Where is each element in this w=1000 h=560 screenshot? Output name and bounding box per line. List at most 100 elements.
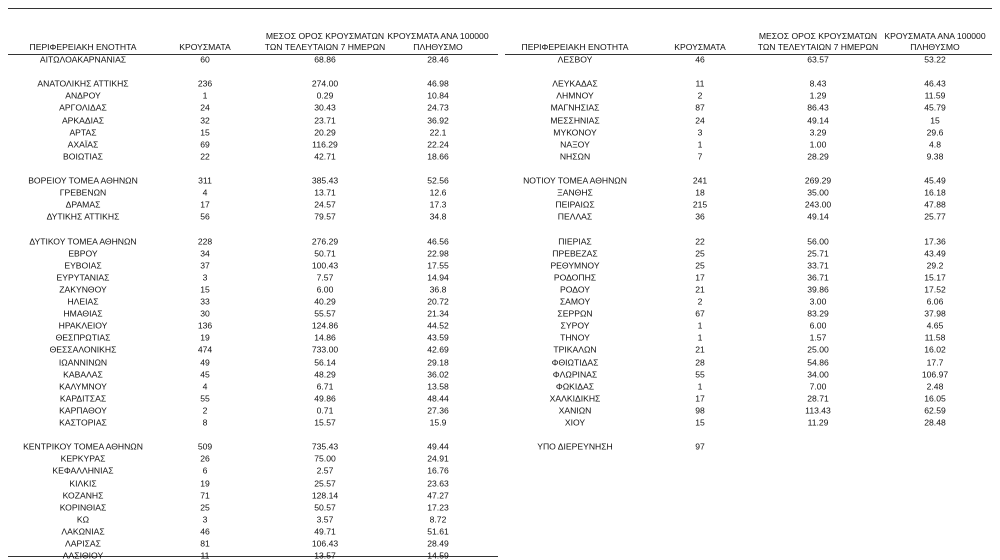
cases: 17 bbox=[695, 272, 705, 283]
region-name: ΑΧΑΪΑΣ bbox=[67, 139, 99, 150]
weekly-average: 33.71 bbox=[807, 260, 829, 271]
cases-per-100k: 6.06 bbox=[926, 296, 944, 307]
cases-per-100k: 15.9 bbox=[429, 417, 447, 428]
cases-per-100k: 49.44 bbox=[427, 441, 449, 452]
cases: 55 bbox=[200, 393, 210, 404]
region-name: ΓΡΕΒΕΝΩΝ bbox=[59, 187, 107, 198]
region-name: ΜΥΚΟΝΟΥ bbox=[553, 127, 597, 138]
region-name: ΣΑΜΟΥ bbox=[559, 296, 591, 307]
weekly-average: 124.86 bbox=[311, 320, 339, 331]
region-name: ΞΑΝΘΗΣ bbox=[557, 187, 593, 198]
cases: 36 bbox=[695, 211, 705, 222]
top-rule bbox=[8, 8, 992, 9]
weekly-average: 116.29 bbox=[312, 139, 338, 150]
region-name: ΘΕΣΠΡΩΤΙΑΣ bbox=[55, 332, 111, 343]
cases-per-100k: 43.49 bbox=[924, 248, 946, 259]
region-name: ΛΑΡΙΣΑΣ bbox=[65, 538, 101, 549]
cases-per-100k: 29.2 bbox=[926, 260, 944, 271]
region-name: ΚΑΣΤΟΡΙΑΣ bbox=[59, 417, 107, 428]
region-name: ΚΑΒΑΛΑΣ bbox=[63, 369, 103, 380]
cases: 60 bbox=[200, 54, 210, 65]
weekly-average: 106.43 bbox=[311, 538, 339, 549]
column-header: ΜΕΣΟΣ ΟΡΟΣ ΚΡΟΥΣΜΑΤΩΝ ΤΩΝ ΤΕΛΕΥΤΑΙΩΝ 7 Η… bbox=[757, 31, 879, 52]
region-name: ΦΘΙΩΤΙΔΑΣ bbox=[551, 357, 599, 367]
cases-per-100k: 22.1 bbox=[429, 127, 447, 138]
bottom-rule bbox=[8, 556, 498, 557]
cases-per-100k: 17.55 bbox=[427, 260, 449, 271]
weekly-average: 63.57 bbox=[807, 54, 829, 65]
region-name: ΑΝΑΤΟΛΙΚΗΣ ΑΤΤΙΚΗΣ bbox=[37, 78, 129, 89]
cases: 241 bbox=[692, 175, 708, 186]
weekly-average: 1.29 bbox=[809, 90, 827, 101]
region-name: ΠΙΕΡΙΑΣ bbox=[558, 236, 592, 246]
cases: 509 bbox=[197, 441, 213, 452]
cases: 67 bbox=[695, 308, 705, 319]
cases-per-100k: 27.36 bbox=[427, 405, 449, 416]
region-name: ΛΑΚΩΝΙΑΣ bbox=[61, 526, 105, 537]
weekly-average: 48.29 bbox=[314, 369, 336, 380]
cases-per-100k: 17.52 bbox=[924, 284, 946, 295]
weekly-average: 20.29 bbox=[314, 127, 336, 138]
cases-per-100k: 37.98 bbox=[924, 308, 946, 319]
region-name: ΥΠΟ ΔΙΕΡΕΥΝΗΣΗ bbox=[537, 441, 613, 452]
cases: 45 bbox=[200, 369, 210, 380]
column-header: ΠΕΡΙΦΕΡΕΙΑΚΗ ΕΝΟΤΗΤΑ bbox=[29, 42, 137, 52]
header-rule bbox=[8, 54, 498, 55]
weekly-average: 35.00 bbox=[807, 187, 829, 198]
cases: 28 bbox=[695, 357, 705, 367]
region-name: ΗΛΕΙΑΣ bbox=[67, 296, 99, 307]
cases: 6 bbox=[202, 465, 208, 476]
cases: 21 bbox=[695, 344, 705, 355]
cases-per-100k: 43.59 bbox=[427, 332, 449, 343]
cases: 3 bbox=[202, 514, 208, 525]
cases-per-100k: 16.76 bbox=[427, 465, 449, 476]
cases: 46 bbox=[200, 526, 210, 537]
cases: 37 bbox=[200, 260, 210, 271]
region-name: ΚΑΛΥΜΝΟΥ bbox=[59, 381, 107, 392]
cases-per-100k: 53.22 bbox=[924, 54, 946, 65]
cases-per-100k: 4.8 bbox=[929, 139, 941, 150]
cases: 11 bbox=[200, 550, 210, 560]
cases: 11 bbox=[695, 78, 705, 89]
region-name: ΒΟΙΩΤΙΑΣ bbox=[63, 151, 103, 162]
cases-per-100k: 52.56 bbox=[427, 175, 449, 186]
region-name: ΛΕΣΒΟΥ bbox=[557, 54, 593, 65]
weekly-average: 24.57 bbox=[314, 199, 336, 210]
weekly-average: 113.43 bbox=[805, 405, 831, 416]
region-name: ΚΟΡΙΝΘΙΑΣ bbox=[59, 502, 107, 513]
weekly-average: 79.57 bbox=[314, 211, 336, 222]
cases: 21 bbox=[695, 284, 705, 295]
cases: 7 bbox=[697, 151, 703, 162]
cases-per-100k: 17.3 bbox=[429, 199, 447, 210]
cases: 81 bbox=[200, 538, 210, 549]
cases-per-100k: 25.77 bbox=[924, 211, 946, 222]
cases: 17 bbox=[200, 199, 210, 210]
column-header: ΠΕΡΙΦΕΡΕΙΑΚΗ ΕΝΟΤΗΤΑ bbox=[521, 42, 629, 52]
weekly-average: 50.57 bbox=[314, 502, 336, 513]
region-name: ΠΕΛΛΑΣ bbox=[557, 211, 593, 222]
cases-per-100k: 17.36 bbox=[924, 236, 946, 246]
cases: 3 bbox=[697, 127, 703, 138]
cases: 69 bbox=[200, 139, 210, 150]
region-name: ΚΕΡΚΥΡΑΣ bbox=[60, 453, 106, 464]
region-name: ΑΡΚΑΔΙΑΣ bbox=[61, 115, 105, 125]
region-name: ΛΗΜΝΟΥ bbox=[556, 90, 594, 101]
region-name: ΒΟΡΕΙΟΥ ΤΟΜΕΑ ΑΘΗΝΩΝ bbox=[28, 175, 138, 186]
region-name: ΚΑΡΔΙΤΣΑΣ bbox=[59, 393, 107, 404]
cases: 33 bbox=[200, 296, 210, 307]
cases-per-100k: 36.02 bbox=[427, 369, 449, 380]
weekly-average: 8.43 bbox=[809, 78, 827, 89]
region-name: ΠΕΙΡΑΙΩΣ bbox=[555, 199, 595, 210]
region-name: ΑΡΓΟΛΙΔΑΣ bbox=[59, 102, 107, 113]
region-name: ΔΥΤΙΚΗΣ ΑΤΤΙΚΗΣ bbox=[46, 211, 120, 222]
cases-per-100k: 24.91 bbox=[427, 453, 449, 464]
region-name: ΚΙΛΚΙΣ bbox=[69, 478, 97, 488]
region-name: ΗΜΑΘΙΑΣ bbox=[63, 308, 103, 319]
region-name: ΑΝΔΡΟΥ bbox=[65, 90, 101, 101]
cases-per-100k: 2.48 bbox=[926, 381, 944, 392]
cases-per-100k: 45.49 bbox=[924, 175, 946, 186]
cases-per-100k: 46.98 bbox=[427, 78, 449, 89]
cases-per-100k: 9.38 bbox=[926, 151, 944, 162]
cases: 49 bbox=[200, 357, 210, 367]
